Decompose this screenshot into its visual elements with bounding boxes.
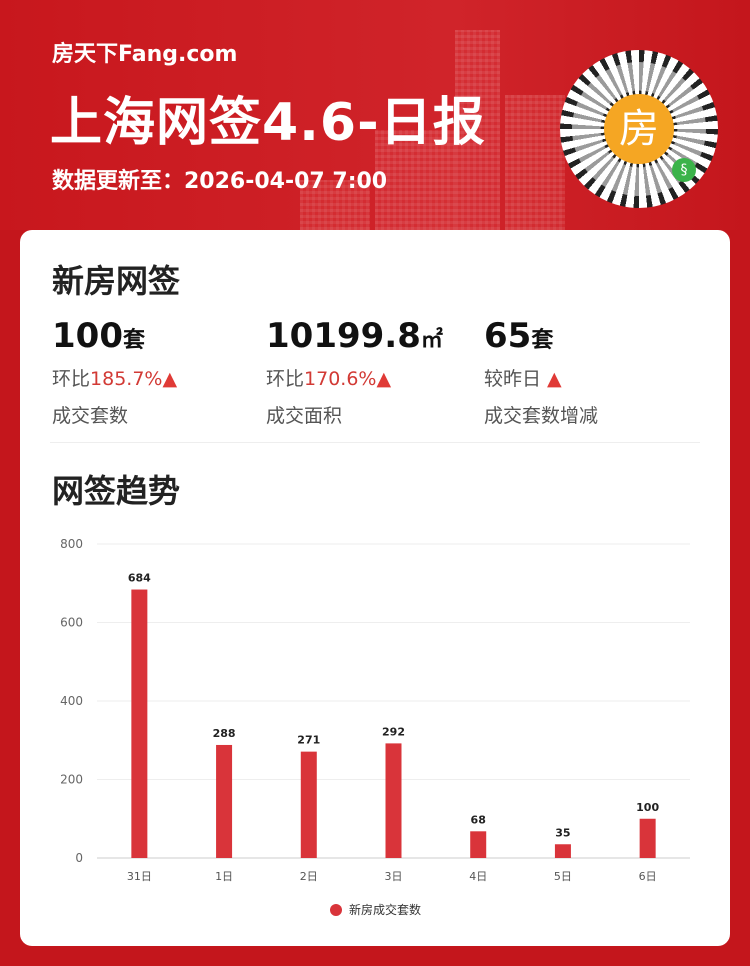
- y-tick-label: 200: [60, 773, 83, 787]
- stat-unit: 套: [531, 328, 554, 353]
- bar[interactable]: [216, 744, 233, 858]
- data-label: 35: [555, 826, 570, 839]
- y-tick-label: 400: [60, 694, 83, 708]
- stat-label: 成交套数增减: [484, 405, 599, 427]
- up-arrow-icon: ▲: [547, 368, 562, 390]
- bar[interactable]: [385, 743, 402, 858]
- stat-prefix: 环比: [52, 368, 91, 390]
- data-label: 68: [471, 813, 486, 826]
- data-label: 271: [297, 734, 320, 747]
- legend-marker: [330, 904, 342, 916]
- legend-label[interactable]: 新房成交套数: [349, 902, 421, 917]
- data-label: 288: [213, 727, 236, 740]
- stat-unit: ㎡: [420, 328, 443, 353]
- data-label: 684: [128, 572, 151, 585]
- stat-unit: 套: [122, 328, 145, 353]
- x-tick-label: 2日: [300, 870, 318, 883]
- stat-value: 65: [484, 316, 532, 356]
- x-tick-label: 31日: [127, 870, 152, 883]
- content-card: 新房网签 100套 环比185.7%▲ 成交套数 10199.8㎡ 环比170.…: [20, 230, 730, 946]
- bar[interactable]: [554, 844, 571, 858]
- divider: [50, 442, 700, 443]
- bar[interactable]: [470, 831, 487, 858]
- stat-prefix: 较昨日: [484, 368, 548, 390]
- bar[interactable]: [131, 589, 148, 858]
- stat-change: 170.6%: [304, 368, 377, 390]
- y-tick-label: 600: [60, 616, 83, 630]
- data-label: 100: [636, 801, 659, 814]
- stat-diff: 65套 较昨日 ▲ 成交套数增减: [484, 316, 598, 428]
- fang-logo: 房天下Fang.com: [52, 42, 238, 67]
- stat-units: 100套 环比185.7%▲ 成交套数: [52, 316, 177, 428]
- mini-program-qr-code[interactable]: 房 §: [560, 50, 718, 208]
- stat-value: 10199.8: [266, 316, 421, 356]
- x-tick-label: 5日: [554, 870, 572, 883]
- page-title: 上海网签4.6-日报: [50, 93, 486, 153]
- bar[interactable]: [300, 751, 317, 858]
- building-graphic: [300, 180, 370, 230]
- x-tick-label: 3日: [385, 870, 403, 883]
- building-graphic: [375, 130, 455, 230]
- x-tick-label: 6日: [639, 870, 657, 883]
- mini-program-icon: §: [672, 158, 696, 182]
- up-arrow-icon: ▲: [376, 368, 392, 390]
- data-label: 292: [382, 725, 405, 738]
- stat-area: 10199.8㎡ 环比170.6%▲ 成交面积: [266, 316, 443, 428]
- building-graphic: [505, 95, 565, 230]
- update-time: 数据更新至：2026-04-07 7:00: [52, 169, 388, 194]
- section-title-trend: 网签趋势: [52, 472, 181, 510]
- up-arrow-icon: ▲: [162, 368, 178, 390]
- section-title-new-house: 新房网签: [52, 262, 181, 300]
- stat-prefix: 环比: [266, 368, 305, 390]
- stat-change: 185.7%: [90, 368, 163, 390]
- bar[interactable]: [639, 818, 656, 858]
- y-tick-label: 800: [60, 537, 83, 551]
- x-tick-label: 1日: [215, 870, 233, 883]
- building-graphic: [455, 30, 500, 230]
- x-tick-label: 4日: [469, 870, 487, 883]
- stat-label: 成交套数: [52, 405, 129, 427]
- fang-logo-icon: 房: [604, 94, 674, 164]
- stat-value: 100: [52, 316, 123, 356]
- header-banner: 房天下Fang.com 上海网签4.6-日报 数据更新至：2026-04-07 …: [0, 0, 750, 230]
- y-tick-label: 0: [75, 851, 83, 865]
- stat-label: 成交面积: [266, 405, 343, 427]
